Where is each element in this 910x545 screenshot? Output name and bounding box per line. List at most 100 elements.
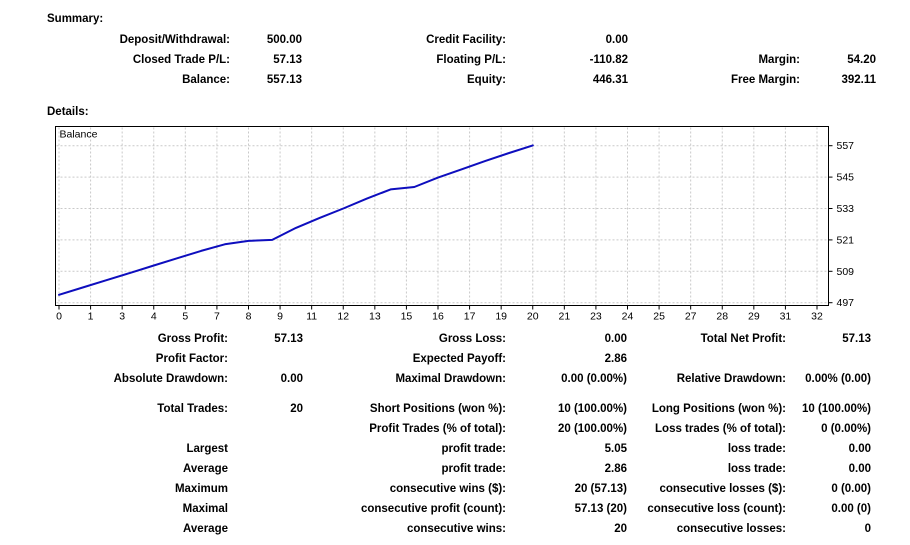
summary-heading: Summary: bbox=[47, 13, 104, 25]
svg-text:25: 25 bbox=[653, 311, 665, 323]
svg-text:16: 16 bbox=[432, 311, 444, 323]
summary-label: Equity: bbox=[467, 74, 506, 86]
stats-row: Profit Factor: Expected Payoff: 2.86 bbox=[40, 352, 871, 372]
stat-label: consecutive profit (count): bbox=[360, 503, 506, 515]
svg-text:1: 1 bbox=[88, 311, 94, 323]
stat-value bbox=[228, 502, 303, 522]
balance-chart-canvas: 0 1 3 4 5 7 8 9 11 12 13 15 16 17 19 20 21 23 24 25 27 28 29 31… bbox=[55, 126, 855, 323]
svg-text:557: 557 bbox=[837, 140, 855, 152]
summary-label: Margin: bbox=[758, 54, 800, 66]
stat-label: consecutive wins: bbox=[406, 523, 506, 535]
stat-value: 0.00 bbox=[604, 333, 627, 345]
stat-value: 57.13 bbox=[842, 333, 871, 345]
svg-text:29: 29 bbox=[748, 311, 760, 323]
summary-value: 500.00 bbox=[266, 34, 302, 46]
stat-value bbox=[228, 522, 303, 542]
summary-value: 0.00 bbox=[605, 34, 628, 46]
summary-value: 54.20 bbox=[847, 54, 876, 66]
stat-label: Maximum bbox=[174, 483, 228, 495]
stat-label: consecutive losses: bbox=[676, 523, 786, 535]
balance-chart: 0 1 3 4 5 7 8 9 11 12 13 15 16 17 19 20 21 23 24 25 27 28 29 31… bbox=[0, 118, 910, 330]
summary-value: 392.11 bbox=[841, 74, 876, 86]
stat-value: 20 (57.13) bbox=[574, 483, 627, 495]
stat-label: Long Positions (won %): bbox=[651, 403, 786, 415]
stat-value: 0.00 bbox=[848, 463, 871, 475]
svg-text:509: 509 bbox=[837, 266, 855, 278]
stat-value bbox=[228, 352, 303, 372]
stat-value bbox=[228, 482, 303, 502]
stat-label: Loss trades (% of total): bbox=[655, 423, 786, 435]
svg-text:4: 4 bbox=[151, 311, 157, 323]
stat-value: 0 bbox=[864, 523, 871, 535]
svg-text:545: 545 bbox=[837, 172, 855, 184]
stat-label: Total Net Profit: bbox=[700, 333, 786, 345]
chart-series-label: Balance bbox=[60, 129, 98, 141]
stat-value: 10 (100.00%) bbox=[801, 403, 871, 415]
svg-text:8: 8 bbox=[246, 311, 252, 323]
stat-label: Absolute Drawdown: bbox=[113, 373, 228, 385]
summary-label bbox=[628, 33, 800, 53]
svg-text:20: 20 bbox=[527, 311, 539, 323]
stat-value: 2.86 bbox=[604, 353, 627, 365]
stat-label: Maximal bbox=[182, 503, 228, 515]
svg-text:23: 23 bbox=[590, 311, 602, 323]
stat-label: Profit Factor: bbox=[155, 353, 228, 365]
stats-row: Absolute Drawdown: 0.00 Maximal Drawdown… bbox=[40, 372, 871, 392]
summary-value: 57.13 bbox=[273, 54, 302, 66]
stat-value: 0.00 (0.00%) bbox=[561, 373, 627, 385]
stat-label: loss trade: bbox=[727, 443, 786, 455]
stats-row: Average consecutive wins: 20 consecutive… bbox=[40, 522, 871, 542]
summary-row: Deposit/Withdrawal: 500.00 Credit Facili… bbox=[40, 33, 876, 53]
stats-row: Gross Profit: 57.13 Gross Loss: 0.00 Tot… bbox=[40, 332, 871, 352]
stats-row: Total Trades: 20 Short Positions (won %)… bbox=[40, 402, 871, 422]
svg-text:5: 5 bbox=[182, 311, 188, 323]
svg-text:27: 27 bbox=[685, 311, 697, 323]
statistics-table: Gross Profit: 57.13 Gross Loss: 0.00 Tot… bbox=[40, 332, 871, 542]
summary-label: Balance: bbox=[182, 74, 230, 86]
stats-row: Profit Trades (% of total): 20 (100.00%)… bbox=[40, 422, 871, 442]
summary-row: Closed Trade P/L: 57.13 Floating P/L: -1… bbox=[40, 53, 876, 73]
svg-text:28: 28 bbox=[716, 311, 728, 323]
stat-value: 10 (100.00%) bbox=[557, 403, 627, 415]
svg-text:11: 11 bbox=[306, 311, 317, 323]
stats-row: Maximum consecutive wins ($): 20 (57.13)… bbox=[40, 482, 871, 502]
svg-text:9: 9 bbox=[277, 311, 283, 323]
svg-text:15: 15 bbox=[401, 311, 413, 323]
stat-label: Relative Drawdown: bbox=[676, 373, 786, 385]
stat-label: profit trade: bbox=[441, 463, 506, 475]
stat-label: Largest bbox=[186, 443, 228, 455]
stat-value: 0 (0.00%) bbox=[821, 423, 871, 435]
stat-label: profit trade: bbox=[441, 443, 506, 455]
stat-label: Profit Trades (% of total): bbox=[369, 423, 506, 435]
summary-value: -110.82 bbox=[589, 54, 628, 66]
stat-label: Expected Payoff: bbox=[412, 353, 506, 365]
stat-label: Average bbox=[183, 463, 228, 475]
svg-text:497: 497 bbox=[837, 297, 855, 309]
stat-value bbox=[228, 422, 303, 442]
stat-value: 0.00 bbox=[280, 373, 303, 385]
summary-label: Free Margin: bbox=[730, 74, 800, 86]
stat-value: 2.86 bbox=[604, 463, 627, 475]
summary-row: Balance: 557.13 Equity: 446.31 Free Marg… bbox=[40, 73, 876, 93]
summary-table: Deposit/Withdrawal: 500.00 Credit Facili… bbox=[40, 33, 876, 93]
stat-value: 20 (100.00%) bbox=[557, 423, 627, 435]
svg-text:24: 24 bbox=[622, 311, 634, 323]
stat-value: 0 (0.00) bbox=[831, 483, 871, 495]
summary-value: 446.31 bbox=[592, 74, 628, 86]
stats-row: Maximal consecutive profit (count): 57.1… bbox=[40, 502, 871, 522]
stat-label bbox=[627, 352, 786, 372]
svg-text:0: 0 bbox=[56, 311, 62, 323]
stat-value: 57.13 bbox=[274, 333, 303, 345]
stat-label: Total Trades: bbox=[157, 403, 228, 415]
stat-value bbox=[786, 352, 871, 372]
stats-row: Average profit trade: 2.86 loss trade: 0… bbox=[40, 462, 871, 482]
stat-label: Short Positions (won %): bbox=[369, 403, 506, 415]
summary-label: Credit Facility: bbox=[426, 34, 506, 46]
stat-label: Maximal Drawdown: bbox=[395, 373, 506, 385]
summary-label: Closed Trade P/L: bbox=[132, 54, 230, 66]
svg-text:21: 21 bbox=[558, 311, 570, 323]
stat-value: 0.00 (0) bbox=[831, 503, 871, 515]
svg-text:533: 533 bbox=[837, 203, 855, 215]
svg-text:7: 7 bbox=[214, 311, 220, 323]
